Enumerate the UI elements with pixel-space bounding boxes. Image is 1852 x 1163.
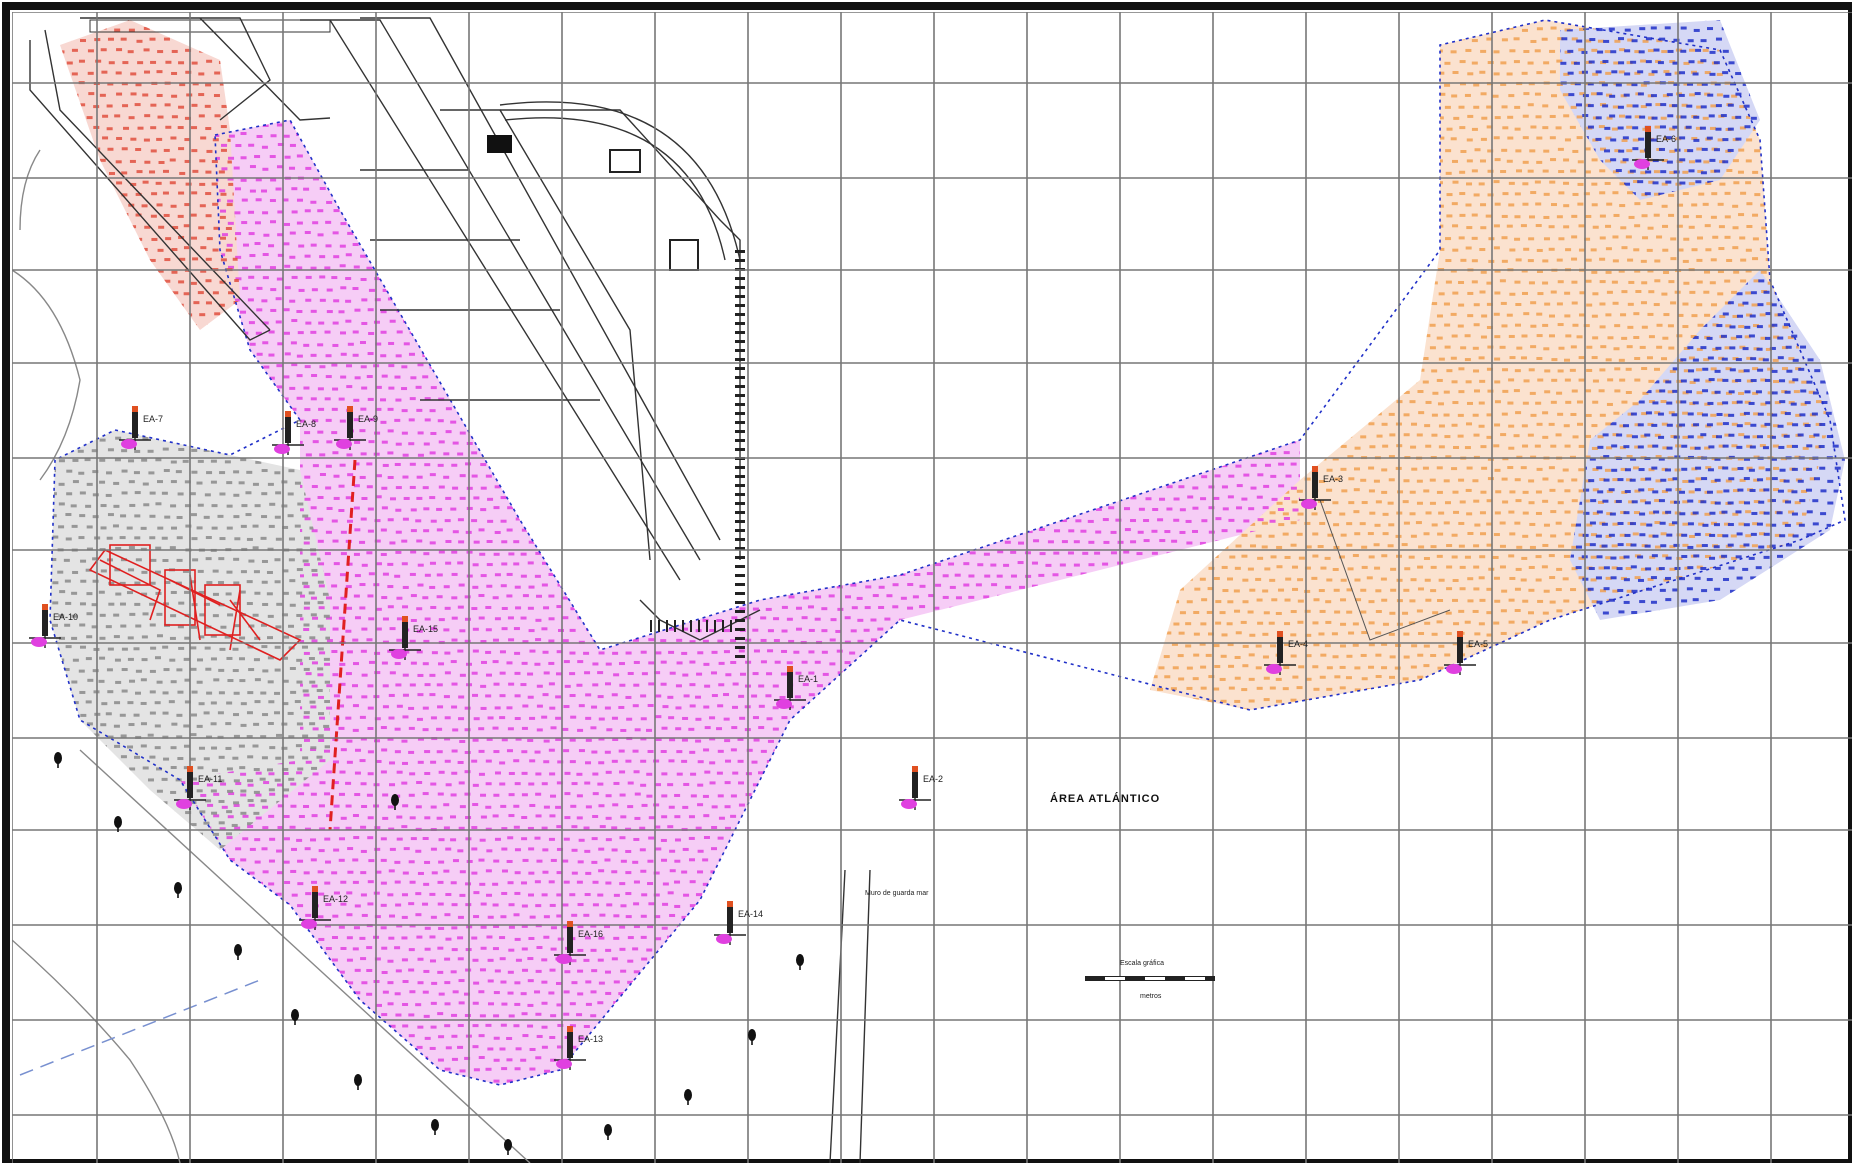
station-marker: EA-16: [554, 921, 603, 965]
station-label: EA-4: [1288, 639, 1308, 649]
quay-wall: [89, 19, 331, 33]
station-marker: EA-5: [1444, 631, 1488, 675]
beacon-marker: [354, 1074, 362, 1090]
beacon-marker: [604, 1124, 612, 1140]
navigation-beacons: [54, 752, 804, 1155]
beacon-marker: [54, 752, 62, 768]
station-marker: EA-8: [272, 411, 316, 455]
survey-stations: EA-7 EA-8 EA-9 EA-10 EA-11 EA-12 EA-13 EA-14 EA-…: [29, 126, 1676, 1070]
station-marker: EA-12: [299, 886, 348, 930]
area-label: ÁREA ATLÁNTICO: [1050, 792, 1160, 805]
scale-bar-title: Escala gráfica: [1120, 960, 1164, 967]
beacon-marker: [114, 816, 122, 832]
station-label: EA-6: [1656, 134, 1676, 144]
station-marker: EA-11: [174, 766, 222, 810]
land-outline: [12, 149, 531, 1163]
station-marker: EA-10: [29, 604, 78, 648]
dredge-structure: [88, 544, 302, 661]
station-marker: EA-6: [1632, 126, 1676, 170]
beacon-marker: [391, 794, 399, 810]
station-label: EA-13: [578, 1034, 603, 1044]
station-label: EA-12: [323, 894, 348, 904]
station-label: EA-9: [358, 414, 378, 424]
beacon-marker: [431, 1119, 439, 1135]
station-label: EA-7: [143, 414, 163, 424]
station-label: EA-2: [923, 774, 943, 784]
station-label: EA-14: [738, 909, 763, 919]
beacon-marker: [291, 1009, 299, 1025]
station-marker: EA-9: [334, 406, 378, 450]
scale-bar: Escala gráfica metros: [1085, 960, 1215, 1000]
sounding-area-red: [60, 20, 240, 330]
station-label: EA-11: [198, 774, 222, 784]
scale-bar-unit: metros: [1140, 993, 1162, 1000]
beacon-marker: [234, 944, 242, 960]
station-label: EA-5: [1468, 639, 1488, 649]
annotation-label: Muro de guarda mar: [865, 890, 929, 897]
beacon-marker: [174, 882, 182, 898]
dredge-area-outline: [49, 19, 1846, 1086]
station-marker: EA-13: [554, 1026, 603, 1070]
beacon-marker: [796, 954, 804, 970]
beacon-marker: [748, 1029, 756, 1045]
station-marker: EA-15: [389, 616, 438, 660]
station-marker: EA-2: [899, 766, 943, 810]
station-marker: EA-7: [119, 406, 163, 450]
beacon-marker: [504, 1139, 512, 1155]
station-marker: EA-4: [1264, 631, 1308, 675]
station-label: EA-10: [53, 612, 78, 622]
station-label: EA-3: [1323, 474, 1343, 484]
station-label: EA-15: [413, 624, 438, 634]
building-block: [487, 135, 512, 153]
station-marker: EA-14: [714, 901, 763, 945]
section-line: [1319, 499, 1451, 641]
station-label: EA-16: [578, 929, 603, 939]
building-block: [609, 149, 641, 173]
station-label: EA-8: [296, 419, 316, 429]
station-marker: EA-1: [774, 666, 818, 710]
map-grid: [12, 12, 1852, 1163]
beacon-marker: [684, 1089, 692, 1105]
station-label: EA-1: [798, 674, 818, 684]
station-marker: EA-3: [1299, 466, 1343, 510]
dredge-line: [328, 459, 357, 831]
